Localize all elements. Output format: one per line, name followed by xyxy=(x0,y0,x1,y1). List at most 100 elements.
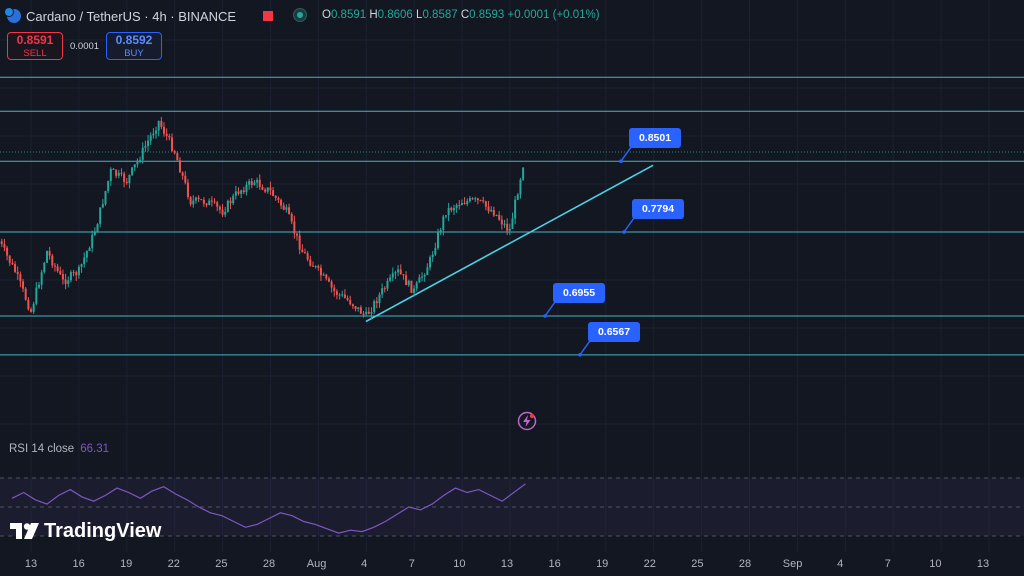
candle xyxy=(407,280,410,286)
candle xyxy=(24,288,27,300)
candle xyxy=(56,266,59,272)
price-level-tag[interactable]: 0.6567 xyxy=(588,321,640,342)
candle xyxy=(168,135,171,138)
candle xyxy=(64,279,67,284)
candle xyxy=(479,200,482,202)
candle xyxy=(192,200,195,205)
x-tick-label: 19 xyxy=(596,558,609,570)
price-level-tag[interactable]: 0.8501 xyxy=(629,128,681,149)
candle xyxy=(474,198,477,200)
x-tick-label: 22 xyxy=(167,558,180,570)
candle xyxy=(290,214,293,222)
price-level-tag[interactable]: 0.7794 xyxy=(632,199,684,219)
candle xyxy=(447,207,450,216)
lightning-alert-icon[interactable] xyxy=(517,411,537,431)
candle xyxy=(333,287,336,292)
candle xyxy=(27,299,30,310)
candle xyxy=(277,197,280,200)
candle xyxy=(112,168,115,170)
candle xyxy=(248,181,251,185)
x-tick-label: 16 xyxy=(548,558,561,570)
candle xyxy=(258,179,261,188)
tradingview-logo-icon xyxy=(10,523,39,539)
candle xyxy=(242,190,245,193)
candle xyxy=(45,251,48,263)
candle xyxy=(38,284,40,288)
candle xyxy=(304,252,306,254)
candle xyxy=(309,259,312,266)
candle xyxy=(288,207,291,215)
candle xyxy=(458,205,461,207)
candle xyxy=(0,241,3,245)
candle xyxy=(274,195,277,198)
candle xyxy=(155,130,158,134)
market-open-eye-icon[interactable] xyxy=(293,8,307,22)
price-tag-pointer xyxy=(544,301,556,317)
candle xyxy=(67,280,70,284)
x-tick-label: Sep xyxy=(782,558,803,570)
candle xyxy=(381,288,384,295)
candle xyxy=(69,272,72,281)
candle xyxy=(378,294,381,304)
candle xyxy=(519,179,522,195)
candle xyxy=(123,173,126,182)
candle xyxy=(6,247,9,256)
candle xyxy=(51,255,54,266)
candle xyxy=(405,275,408,286)
candle xyxy=(171,137,173,151)
x-tick-label: 25 xyxy=(691,558,704,570)
candle xyxy=(508,228,511,231)
x-tick-label: 7 xyxy=(408,558,415,570)
x-tick-label: 19 xyxy=(120,558,133,570)
candle xyxy=(314,266,317,268)
candle xyxy=(250,181,253,186)
candle xyxy=(423,274,426,277)
candle xyxy=(72,272,75,274)
symbol-title[interactable]: Cardano / TetherUS · 4h · BINANCE xyxy=(26,9,237,24)
candle xyxy=(394,272,397,274)
candle xyxy=(354,306,357,310)
candle xyxy=(53,265,56,267)
candle xyxy=(282,205,285,210)
candle xyxy=(261,187,264,190)
candle xyxy=(413,288,416,293)
candle xyxy=(83,257,86,265)
candle xyxy=(189,197,192,205)
x-tick-label: 4 xyxy=(837,558,844,570)
candle xyxy=(362,313,365,315)
candle xyxy=(397,269,400,273)
x-tick-label: 16 xyxy=(72,558,85,570)
candle xyxy=(460,203,463,206)
candle xyxy=(107,180,110,192)
candle xyxy=(434,248,437,255)
candle xyxy=(484,201,487,207)
candle xyxy=(311,265,314,267)
candle xyxy=(109,168,112,181)
x-tick-label: 13 xyxy=(976,558,990,570)
buy-button[interactable]: 0.8592 BUY xyxy=(106,32,162,60)
candle xyxy=(330,281,333,288)
market-status-flag-icon[interactable] xyxy=(263,11,273,21)
x-tick-label: 10 xyxy=(453,558,466,570)
sell-button[interactable]: 0.8591 SELL xyxy=(7,32,63,60)
candle xyxy=(147,140,150,147)
candle xyxy=(173,150,176,154)
rsi-legend[interactable]: RSI 14 close 66.31 xyxy=(9,443,109,455)
candle xyxy=(500,219,503,225)
time-axis[interactable]: 13 16 19 22 25 28 Aug 4 7 10 13 16 19 22 25 28 Sep 4 7 10 13 xyxy=(0,552,1024,576)
candle xyxy=(482,200,485,202)
chart-header: Cardano / TetherUS · 4h · BINANCE O0.859… xyxy=(0,0,1024,30)
candle xyxy=(343,294,346,298)
candle xyxy=(335,291,338,295)
candle xyxy=(383,288,386,290)
price-level-tag[interactable]: 0.6955 xyxy=(553,283,605,303)
price-tag-pointer xyxy=(620,146,632,162)
price-tag-anchor xyxy=(543,314,547,318)
candle xyxy=(120,172,123,174)
x-tick-label: 4 xyxy=(361,558,368,570)
ohlc-readout: O0.8591 H0.8606 L0.8587 C0.8593 +0.0001 … xyxy=(322,9,600,21)
candle xyxy=(450,207,453,211)
candle xyxy=(16,272,19,275)
candle xyxy=(319,267,322,276)
